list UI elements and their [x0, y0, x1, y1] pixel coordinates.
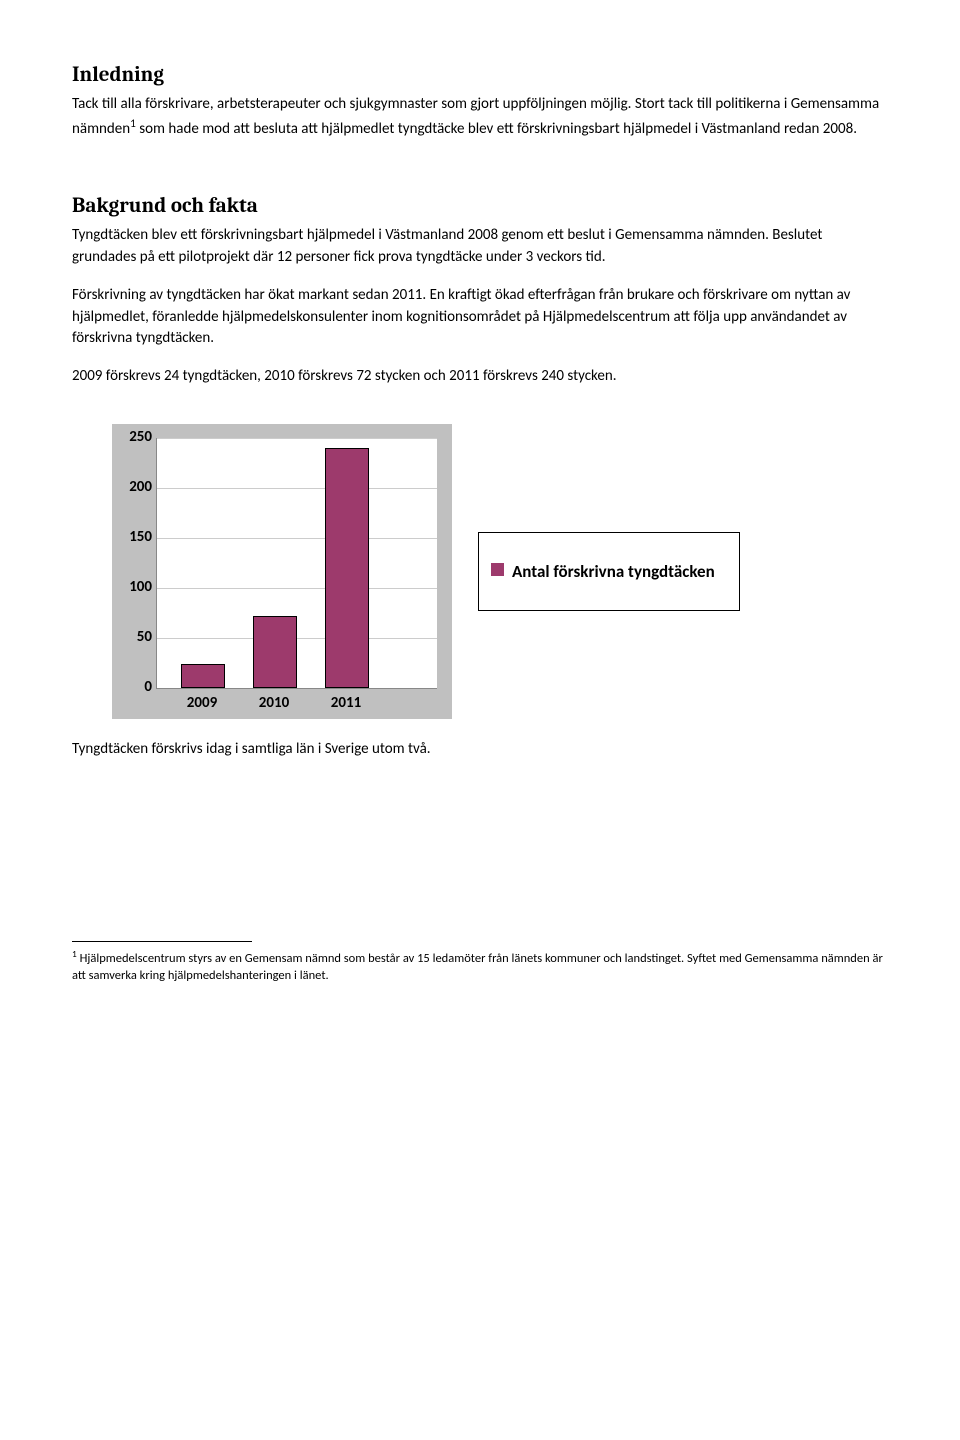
y-tick-label: 200: [129, 477, 152, 499]
gridline: [157, 638, 437, 639]
bar-chart: 250 200 150 100 50 0 2009 2010 2011: [112, 424, 452, 719]
bar-2011: [325, 448, 369, 688]
text-part-b: som hade mod att besluta att hjälpmedlet…: [136, 120, 857, 138]
bakgrund-para2: Förskrivning av tyngdtäcken har ökat mar…: [72, 285, 888, 350]
bar-2009: [181, 664, 225, 688]
x-tick-label: 2010: [259, 693, 289, 715]
footnote: 1 Hjälpmedelscentrum styrs av en Gemensa…: [72, 948, 888, 985]
legend-label: Antal förskrivna tyngdtäcken: [512, 561, 715, 582]
gridline: [157, 488, 437, 489]
gridline: [157, 438, 437, 439]
y-tick-label: 250: [129, 427, 152, 449]
heading-bakgrund: Bakgrund och fakta: [72, 191, 888, 221]
footnote-separator: [72, 941, 252, 942]
after-chart-text: Tyngdtäcken förskrivs idag i samtliga lä…: [72, 739, 888, 761]
y-tick-label: 150: [129, 527, 152, 549]
x-tick-label: 2009: [187, 693, 217, 715]
chart-container: 250 200 150 100 50 0 2009 2010 2011 Anta…: [112, 424, 888, 719]
legend-swatch-icon: [491, 563, 504, 576]
x-tick-label: 2011: [331, 693, 361, 715]
footnote-text: Hjälpmedelscentrum styrs av en Gemensam …: [72, 951, 883, 984]
bar-2010: [253, 616, 297, 688]
heading-inledning: Inledning: [72, 60, 888, 90]
plot-area: [156, 438, 437, 689]
inledning-paragraph: Tack till alla förskrivare, arbetsterape…: [72, 94, 888, 141]
bakgrund-para3: 2009 förskrevs 24 tyngdtäcken, 2010 förs…: [72, 366, 888, 388]
y-tick-label: 50: [137, 627, 152, 649]
gridline: [157, 538, 437, 539]
y-tick-label: 0: [144, 677, 152, 699]
bakgrund-para1: Tyngdtäcken blev ett förskrivningsbart h…: [72, 225, 888, 269]
y-tick-label: 100: [129, 577, 152, 599]
chart-legend: Antal förskrivna tyngdtäcken: [478, 532, 740, 611]
gridline: [157, 588, 437, 589]
